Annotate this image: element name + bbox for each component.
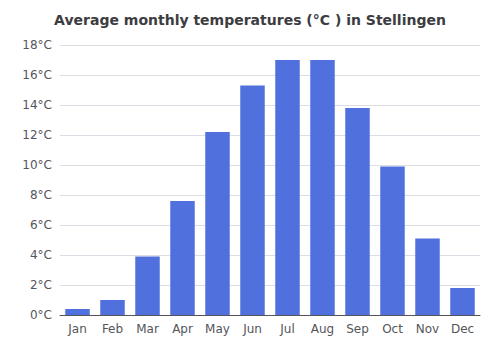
svg-text:Oct: Oct bbox=[382, 322, 403, 336]
svg-text:6°C: 6°C bbox=[30, 218, 52, 232]
svg-text:Mar: Mar bbox=[136, 322, 159, 336]
svg-text:Dec: Dec bbox=[451, 322, 474, 336]
svg-text:Jan: Jan bbox=[67, 322, 87, 336]
svg-text:Aug: Aug bbox=[311, 322, 334, 336]
svg-text:8°C: 8°C bbox=[30, 188, 52, 202]
svg-text:18°C: 18°C bbox=[22, 38, 52, 52]
svg-text:12°C: 12°C bbox=[22, 128, 52, 142]
svg-text:Sep: Sep bbox=[346, 322, 369, 336]
svg-text:0°C: 0°C bbox=[30, 308, 52, 322]
svg-text:2°C: 2°C bbox=[30, 278, 52, 292]
svg-text:May: May bbox=[205, 322, 230, 336]
svg-text:16°C: 16°C bbox=[22, 68, 52, 82]
svg-text:Average monthly temperatures (: Average monthly temperatures (°C ) in St… bbox=[54, 12, 446, 28]
svg-text:Feb: Feb bbox=[102, 322, 123, 336]
svg-text:14°C: 14°C bbox=[22, 98, 52, 112]
svg-text:4°C: 4°C bbox=[30, 248, 52, 262]
svg-text:Jun: Jun bbox=[242, 322, 262, 336]
svg-text:Nov: Nov bbox=[416, 322, 439, 336]
svg-text:Jul: Jul bbox=[279, 322, 294, 336]
svg-text:Apr: Apr bbox=[172, 322, 193, 336]
svg-text:10°C: 10°C bbox=[22, 158, 52, 172]
